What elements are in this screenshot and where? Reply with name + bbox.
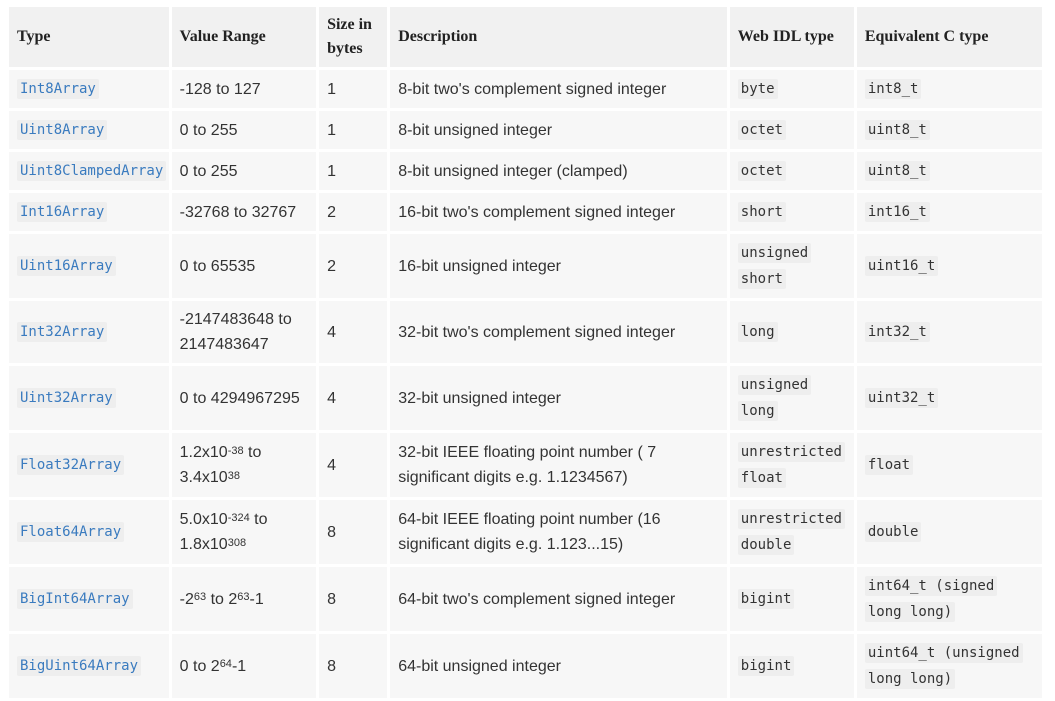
- type-cell: Uint32Array: [9, 366, 169, 430]
- range-cell: 0 to 4294967295: [171, 366, 317, 430]
- idl-cell: unsigned short: [729, 234, 854, 298]
- header-row: Type Value Range Size in bytes Descripti…: [9, 7, 1042, 67]
- idl-cell: short: [729, 193, 854, 231]
- size-cell: 1: [319, 70, 388, 108]
- type-link[interactable]: Float64Array: [17, 522, 125, 542]
- type-cell: Float32Array: [9, 433, 169, 497]
- idl-cell: byte: [729, 70, 854, 108]
- header-value-range: Value Range: [171, 7, 317, 67]
- type-link[interactable]: BigInt64Array: [17, 589, 133, 609]
- ctype-cell: int16_t: [856, 193, 1042, 231]
- header-description: Description: [390, 7, 727, 67]
- table-row: Uint8ClampedArray 0 to 255 1 8-bit unsig…: [9, 152, 1042, 190]
- type-link[interactable]: Uint16Array: [17, 256, 116, 276]
- table-row: Float32Array 1.2x10-38 to 3.4x1038 4 32-b…: [9, 433, 1042, 497]
- range-cell: 0 to 255: [171, 111, 317, 149]
- description-cell: 64-bit unsigned integer: [390, 634, 727, 698]
- size-cell: 2: [319, 193, 388, 231]
- type-link[interactable]: Uint32Array: [17, 388, 116, 408]
- description-cell: 8-bit unsigned integer (clamped): [390, 152, 727, 190]
- description-cell: 32-bit two's complement signed integer: [390, 301, 727, 363]
- header-type: Type: [9, 7, 169, 67]
- header-size: Size in bytes: [319, 7, 388, 67]
- idl-cell: bigint: [729, 567, 854, 631]
- table-row: Uint8Array 0 to 255 1 8-bit unsigned int…: [9, 111, 1042, 149]
- table-row: Int8Array -128 to 127 1 8-bit two's comp…: [9, 70, 1042, 108]
- ctype-cell: uint8_t: [856, 111, 1042, 149]
- type-cell: Int32Array: [9, 301, 169, 363]
- description-cell: 64-bit two's complement signed integer: [390, 567, 727, 631]
- range-cell: 5.0x10-324 to 1.8x10308: [171, 500, 317, 564]
- size-cell: 8: [319, 567, 388, 631]
- type-cell: Int8Array: [9, 70, 169, 108]
- type-cell: BigUint64Array: [9, 634, 169, 698]
- range-cell: -2147483648 to 2147483647: [171, 301, 317, 363]
- type-cell: Uint16Array: [9, 234, 169, 298]
- type-cell: Uint8ClampedArray: [9, 152, 169, 190]
- type-link[interactable]: BigUint64Array: [17, 656, 142, 676]
- range-cell: 0 to 264-1: [171, 634, 317, 698]
- description-cell: 16-bit two's complement signed integer: [390, 193, 727, 231]
- table-row: BigInt64Array -263 to 263-1 8 64-bit two…: [9, 567, 1042, 631]
- size-cell: 2: [319, 234, 388, 298]
- size-cell: 4: [319, 301, 388, 363]
- type-cell: BigInt64Array: [9, 567, 169, 631]
- range-cell: -128 to 127: [171, 70, 317, 108]
- table-row: Int32Array -2147483648 to 2147483647 4 32…: [9, 301, 1042, 363]
- size-cell: 4: [319, 433, 388, 497]
- ctype-cell: uint32_t: [856, 366, 1042, 430]
- table-row: Uint16Array 0 to 65535 2 16-bit unsigned…: [9, 234, 1042, 298]
- range-cell: -263 to 263-1: [171, 567, 317, 631]
- ctype-cell: int8_t: [856, 70, 1042, 108]
- description-cell: 8-bit two's complement signed integer: [390, 70, 727, 108]
- type-link[interactable]: Int32Array: [17, 322, 108, 342]
- size-cell: 1: [319, 111, 388, 149]
- idl-cell: octet: [729, 111, 854, 149]
- type-cell: Uint8Array: [9, 111, 169, 149]
- idl-cell: bigint: [729, 634, 854, 698]
- ctype-cell: uint64_t (unsigned long long): [856, 634, 1042, 698]
- ctype-cell: int64_t (signed long long): [856, 567, 1042, 631]
- idl-cell: unsigned long: [729, 366, 854, 430]
- ctype-cell: uint8_t: [856, 152, 1042, 190]
- size-cell: 8: [319, 500, 388, 564]
- range-cell: -32768 to 32767: [171, 193, 317, 231]
- idl-cell: long: [729, 301, 854, 363]
- ctype-cell: int32_t: [856, 301, 1042, 363]
- type-link[interactable]: Float32Array: [17, 455, 125, 475]
- header-web-idl-type: Web IDL type: [729, 7, 854, 67]
- type-link[interactable]: Uint8ClampedArray: [17, 161, 167, 181]
- table-row: Uint32Array 0 to 4294967295 4 32-bit uns…: [9, 366, 1042, 430]
- ctype-cell: float: [856, 433, 1042, 497]
- table-row: Float64Array 5.0x10-324 to 1.8x10308 8 64…: [9, 500, 1042, 564]
- idl-cell: octet: [729, 152, 854, 190]
- description-cell: 32-bit IEEE floating point number ( 7 sig…: [390, 433, 727, 497]
- idl-cell: unrestricted float: [729, 433, 854, 497]
- table-row: BigUint64Array 0 to 264-1 8 64-bit unsig…: [9, 634, 1042, 698]
- description-cell: 32-bit unsigned integer: [390, 366, 727, 430]
- range-cell: 1.2x10-38 to 3.4x1038: [171, 433, 317, 497]
- description-cell: 16-bit unsigned integer: [390, 234, 727, 298]
- typed-array-table: Type Value Range Size in bytes Descripti…: [6, 4, 1045, 701]
- description-cell: 64-bit IEEE floating point number (16 sig…: [390, 500, 727, 564]
- description-cell: 8-bit unsigned integer: [390, 111, 727, 149]
- table-row: Int16Array -32768 to 32767 2 16-bit two'…: [9, 193, 1042, 231]
- type-link[interactable]: Uint8Array: [17, 120, 108, 140]
- size-cell: 4: [319, 366, 388, 430]
- type-cell: Float64Array: [9, 500, 169, 564]
- ctype-cell: double: [856, 500, 1042, 564]
- header-c-type: Equivalent C type: [856, 7, 1042, 67]
- type-link[interactable]: Int8Array: [17, 79, 99, 99]
- type-link[interactable]: Int16Array: [17, 202, 108, 222]
- range-cell: 0 to 255: [171, 152, 317, 190]
- ctype-cell: uint16_t: [856, 234, 1042, 298]
- size-cell: 8: [319, 634, 388, 698]
- range-cell: 0 to 65535: [171, 234, 317, 298]
- type-cell: Int16Array: [9, 193, 169, 231]
- idl-cell: unrestricted double: [729, 500, 854, 564]
- size-cell: 1: [319, 152, 388, 190]
